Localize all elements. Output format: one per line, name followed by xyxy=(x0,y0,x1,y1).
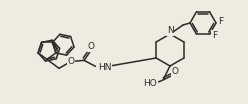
Text: N: N xyxy=(167,26,173,35)
Text: F: F xyxy=(218,17,223,27)
Text: O: O xyxy=(88,42,94,51)
Text: F: F xyxy=(212,31,217,40)
Text: O: O xyxy=(67,57,74,66)
Text: O: O xyxy=(172,67,179,77)
Text: HO: HO xyxy=(143,79,157,87)
Text: HN: HN xyxy=(98,63,112,72)
